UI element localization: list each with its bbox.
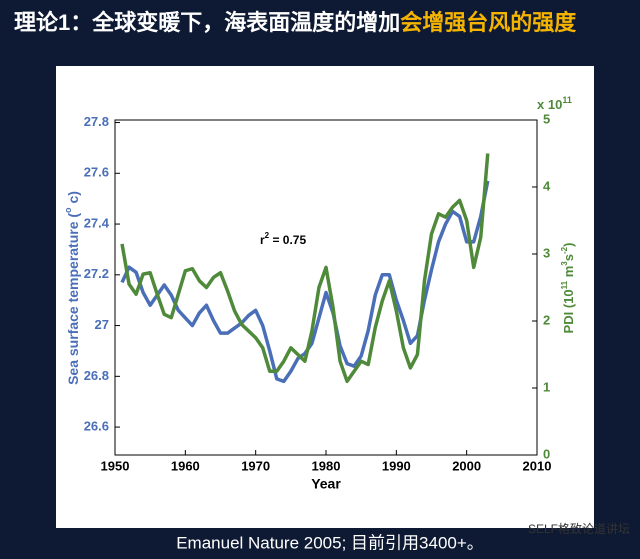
y-tick-label: 27.6: [84, 165, 109, 180]
y-tick-label: 27: [95, 317, 109, 332]
x-tick-label: 2000: [452, 458, 481, 473]
y2-tick-label: 4: [543, 178, 551, 193]
y2-tick-label: 1: [543, 379, 550, 394]
y2-tick-label: 0: [543, 446, 550, 461]
y2-label-text: PDI (10: [561, 289, 576, 333]
y2-label-sup: 11: [560, 280, 569, 289]
y-tick-label: 27.2: [84, 266, 109, 281]
y-tick-label: 26.6: [84, 419, 109, 434]
y-label-sup: o: [63, 207, 73, 213]
y-label-end: c): [65, 191, 81, 207]
y2-tick-label: 5: [543, 111, 550, 126]
y2-label-sup: -2: [560, 246, 569, 254]
x-tick-label: 1950: [101, 458, 130, 473]
y-label-text: Sea surface temperature (: [65, 213, 81, 385]
y-tick-label: 26.8: [84, 368, 109, 383]
series-line: [120, 180, 490, 384]
annotation-base: r: [260, 233, 265, 247]
title-highlight: 会增强台风的强度: [400, 10, 577, 35]
y2-label-mid: s: [561, 254, 576, 261]
y-axis-label: Sea surface temperature (o c): [63, 191, 80, 385]
series-line: [120, 153, 490, 384]
annotation: r2 = 0.75: [260, 231, 306, 247]
y2-tick-label: 2: [543, 312, 550, 327]
y2-label-end: ): [561, 243, 576, 247]
y-tick-label: 27.4: [84, 215, 110, 230]
footer: Emanuel Nature 2005; 目前引用3400+。: [176, 533, 484, 552]
x-axis-label: Year: [311, 476, 341, 492]
multiplier-exp: 11: [562, 95, 572, 105]
x-tick-label: 2010: [523, 458, 552, 473]
x-tick-label: 1980: [312, 458, 341, 473]
x-tick-label: 1990: [382, 458, 411, 473]
watermark: SELF格致论道讲坛: [528, 521, 630, 536]
y2-axis-label: PDI (1011 m3s-2): [560, 243, 576, 334]
y2-multiplier: x 1011: [537, 95, 572, 112]
slide-title: 理论1：全球变暖下，海表面温度的增加会增强台风的强度: [14, 10, 577, 35]
y-tick-label: 27.8: [84, 114, 109, 129]
y2-label-sup: 3: [560, 261, 569, 266]
y2-tick-label: 3: [543, 245, 550, 260]
multiplier-base: x 10: [537, 97, 562, 112]
x-tick-label: 1960: [171, 458, 200, 473]
y2-label-mid: m: [561, 266, 576, 281]
x-tick-label: 1970: [241, 458, 270, 473]
annotation-sup: 2: [265, 231, 270, 240]
annotation-rest: = 0.75: [269, 233, 306, 247]
title-text: 理论1：全球变暖下，海表面温度的增加: [14, 10, 400, 35]
